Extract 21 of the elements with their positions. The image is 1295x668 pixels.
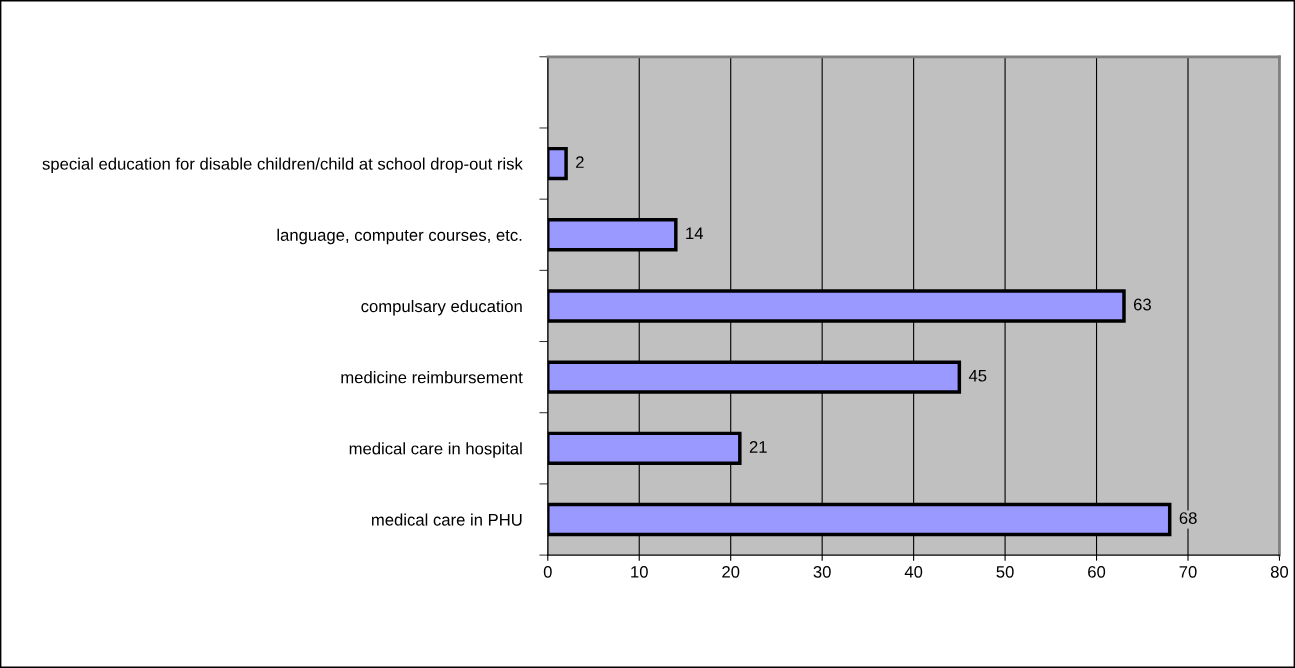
y-tick-label: medical care in hospital — [349, 442, 522, 458]
x-tick-label: 80 — [1270, 565, 1289, 578]
data-label: 63 — [1133, 298, 1151, 311]
data-label: 2 — [576, 156, 584, 168]
y-tick-label: compulsary education — [361, 299, 522, 316]
data-label: 68 — [1179, 512, 1197, 524]
x-tick-label: 60 — [1088, 565, 1106, 578]
y-tick-label: language, computer courses, etc. — [277, 228, 522, 245]
x-tick-label: 10 — [631, 565, 648, 578]
x-tick-label: 0 — [543, 565, 552, 578]
x-tick-label: 70 — [1179, 565, 1197, 578]
y-tick-label: medical care in PHU — [371, 513, 522, 526]
x-tick-label: 50 — [996, 565, 1014, 578]
data-label: 45 — [968, 369, 987, 382]
y-tick-label: medicine reimbursement — [341, 371, 523, 384]
data-label: 14 — [686, 227, 704, 240]
data-label: 21 — [749, 441, 767, 453]
x-tick-label: 40 — [904, 565, 923, 578]
x-tick-label: 30 — [813, 565, 831, 578]
y-tick-label: special education for disable children/child at school drop-out risk — [42, 157, 523, 174]
x-tick-label: 20 — [722, 565, 740, 578]
